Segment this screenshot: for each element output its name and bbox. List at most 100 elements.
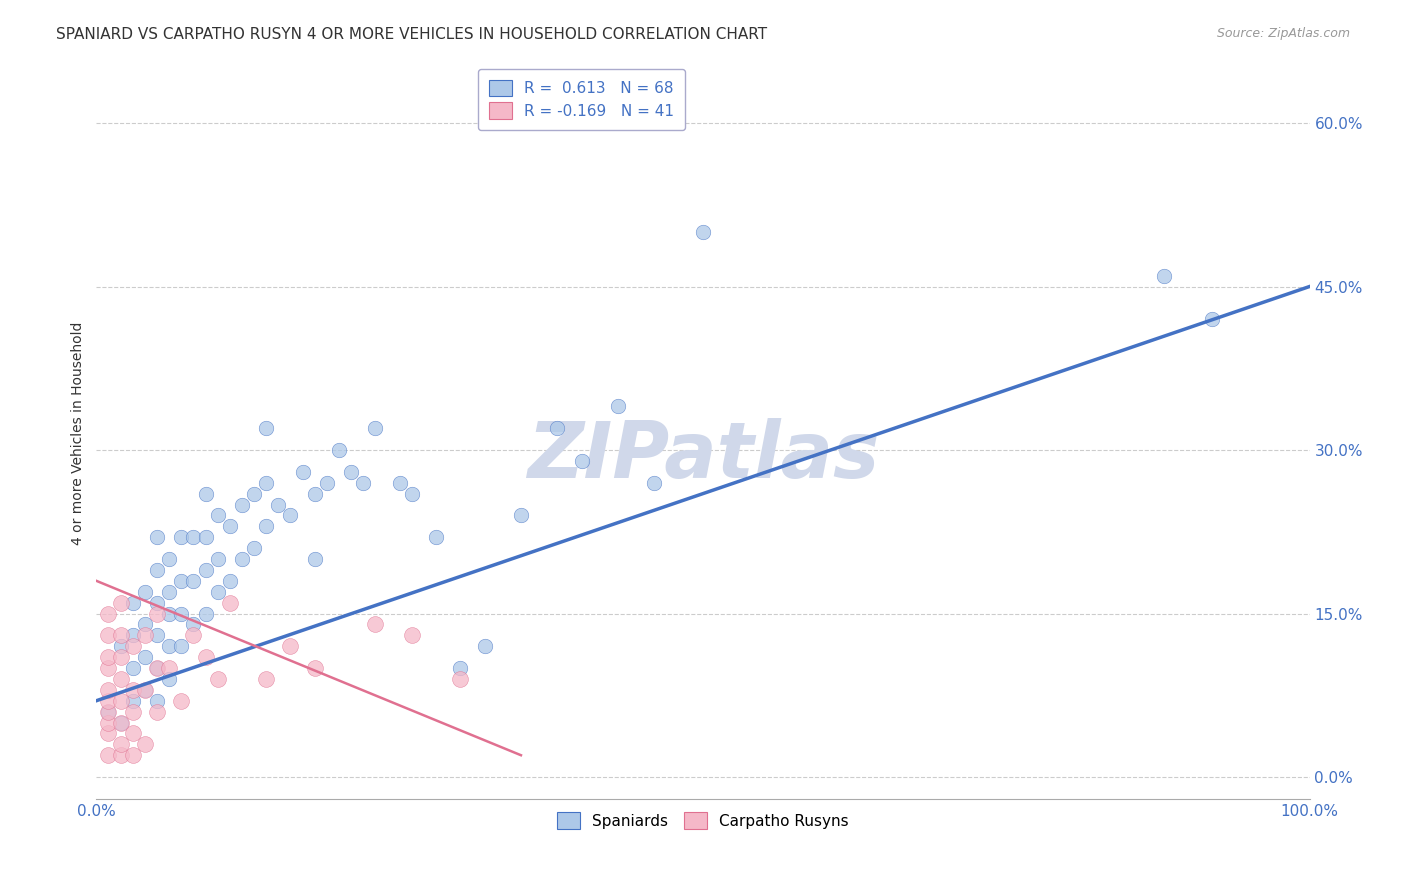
Point <box>121 661 143 675</box>
Point <box>207 584 229 599</box>
Point <box>97 705 120 719</box>
Point <box>449 661 471 675</box>
Point <box>146 596 169 610</box>
Point <box>194 486 217 500</box>
Point <box>183 530 205 544</box>
Point <box>304 661 326 675</box>
Point <box>97 661 120 675</box>
Point <box>280 508 302 523</box>
Point <box>134 682 156 697</box>
Point <box>194 563 217 577</box>
Point <box>243 541 266 555</box>
Point <box>352 475 374 490</box>
Point <box>425 530 447 544</box>
Point <box>170 639 193 653</box>
Point <box>97 726 120 740</box>
Point <box>692 225 714 239</box>
Point <box>157 552 180 566</box>
Point <box>110 737 132 751</box>
Point <box>218 574 240 588</box>
Point <box>146 628 169 642</box>
Point <box>146 661 169 675</box>
Point <box>304 552 326 566</box>
Legend: Spaniards, Carpatho Rusyns: Spaniards, Carpatho Rusyns <box>551 806 855 835</box>
Point <box>134 617 156 632</box>
Point <box>134 628 156 642</box>
Point <box>110 715 132 730</box>
Point <box>280 639 302 653</box>
Point <box>121 596 143 610</box>
Point <box>157 672 180 686</box>
Point <box>97 607 120 621</box>
Point <box>254 672 277 686</box>
Point <box>218 519 240 533</box>
Point <box>231 552 253 566</box>
Point <box>134 650 156 665</box>
Point <box>97 715 120 730</box>
Point <box>146 705 169 719</box>
Point <box>110 694 132 708</box>
Point <box>207 552 229 566</box>
Point <box>121 694 143 708</box>
Point <box>146 661 169 675</box>
Point <box>243 486 266 500</box>
Point <box>315 475 337 490</box>
Point <box>146 607 169 621</box>
Point <box>110 639 132 653</box>
Point <box>571 454 593 468</box>
Point <box>328 443 350 458</box>
Point <box>110 748 132 763</box>
Point <box>170 694 193 708</box>
Point <box>183 628 205 642</box>
Point <box>97 694 120 708</box>
Point <box>97 748 120 763</box>
Point <box>121 639 143 653</box>
Point <box>97 650 120 665</box>
Point <box>254 475 277 490</box>
Point <box>121 682 143 697</box>
Point <box>146 563 169 577</box>
Point <box>231 498 253 512</box>
Point <box>401 486 423 500</box>
Point <box>388 475 411 490</box>
Point <box>254 421 277 435</box>
Point <box>121 748 143 763</box>
Point <box>170 530 193 544</box>
Point <box>121 726 143 740</box>
Y-axis label: 4 or more Vehicles in Household: 4 or more Vehicles in Household <box>72 322 86 545</box>
Point <box>1201 312 1223 326</box>
Point <box>146 694 169 708</box>
Point <box>183 574 205 588</box>
Point <box>110 596 132 610</box>
Point <box>364 617 387 632</box>
Text: SPANIARD VS CARPATHO RUSYN 4 OR MORE VEHICLES IN HOUSEHOLD CORRELATION CHART: SPANIARD VS CARPATHO RUSYN 4 OR MORE VEH… <box>56 27 768 42</box>
Point <box>134 737 156 751</box>
Point <box>510 508 533 523</box>
Point <box>121 705 143 719</box>
Point <box>97 705 120 719</box>
Point <box>474 639 496 653</box>
Point <box>146 530 169 544</box>
Point <box>254 519 277 533</box>
Point <box>97 682 120 697</box>
Point <box>194 530 217 544</box>
Point <box>170 574 193 588</box>
Point <box>207 672 229 686</box>
Point <box>110 672 132 686</box>
Point <box>340 465 363 479</box>
Point <box>134 682 156 697</box>
Point <box>110 650 132 665</box>
Text: Source: ZipAtlas.com: Source: ZipAtlas.com <box>1216 27 1350 40</box>
Point <box>157 639 180 653</box>
Point <box>97 628 120 642</box>
Point <box>207 508 229 523</box>
Point <box>157 584 180 599</box>
Point <box>364 421 387 435</box>
Point <box>110 628 132 642</box>
Point <box>183 617 205 632</box>
Point <box>218 596 240 610</box>
Point <box>267 498 290 512</box>
Point <box>157 661 180 675</box>
Point <box>546 421 568 435</box>
Point <box>643 475 665 490</box>
